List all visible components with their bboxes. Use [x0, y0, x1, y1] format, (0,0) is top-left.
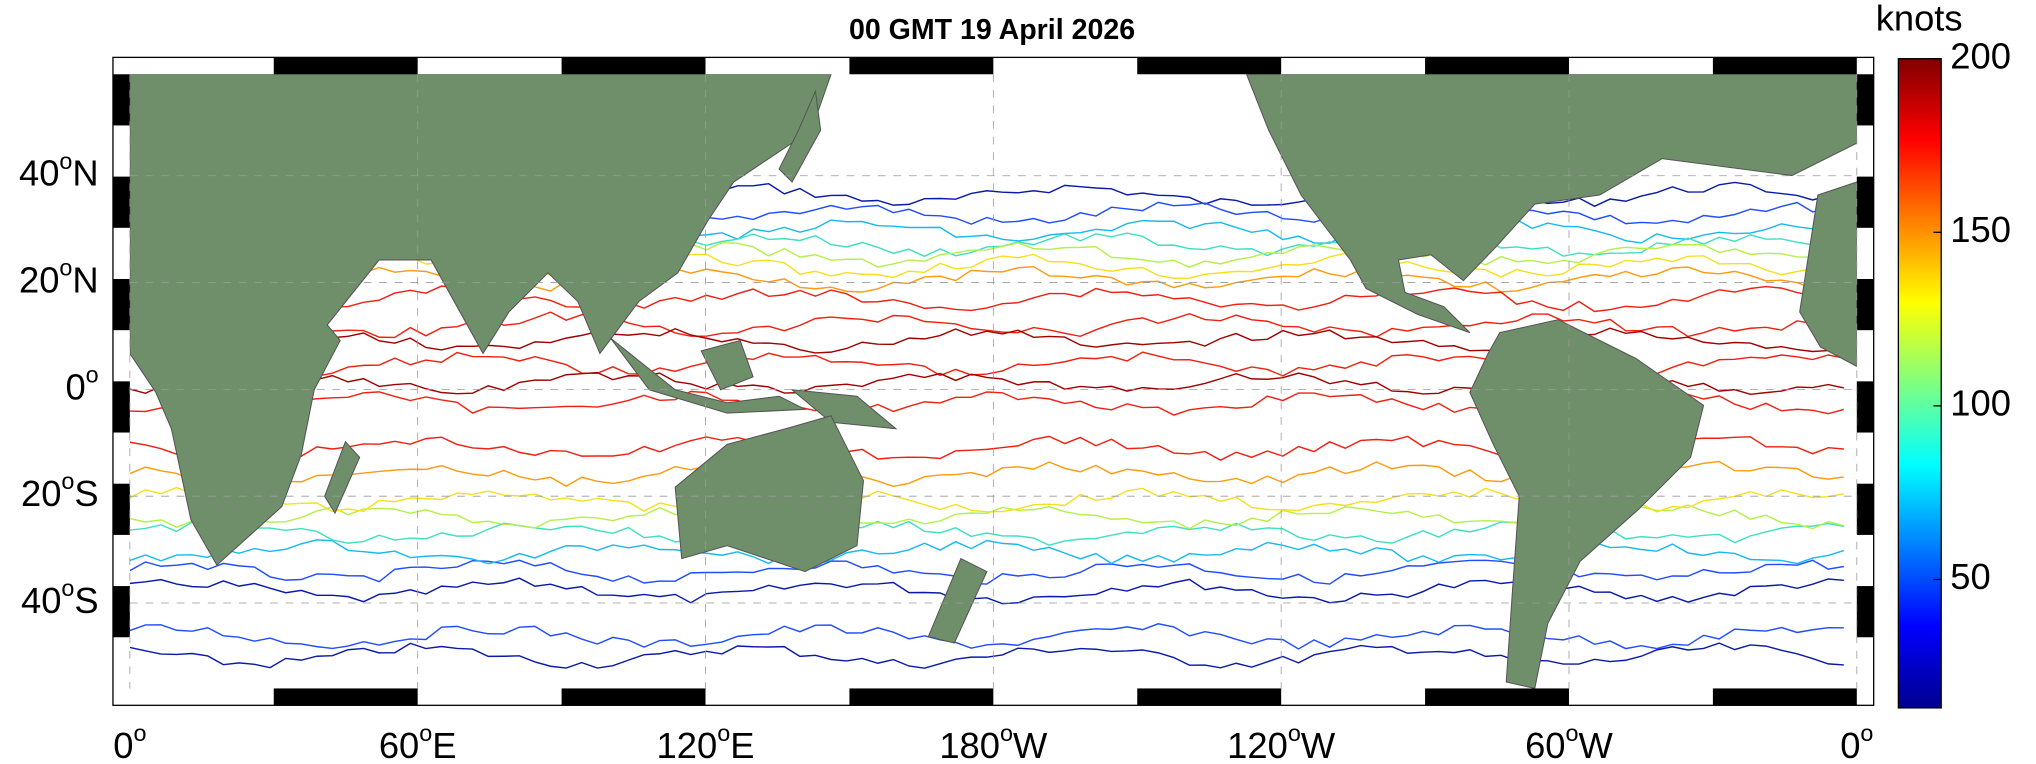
degree-mark: o	[1860, 720, 1873, 746]
degree-mark: o	[61, 575, 74, 601]
hemisphere: W	[1013, 725, 1048, 764]
tick-number: 20	[19, 259, 59, 300]
frame-segment	[112, 176, 130, 228]
tick-number: 180	[939, 725, 1000, 764]
colorbar	[1897, 58, 1942, 709]
frame-segment	[112, 381, 130, 433]
degree-mark: o	[59, 255, 72, 281]
tick-number: 40	[19, 152, 59, 193]
map-title: 00 GMT 19 April 2026	[849, 14, 1135, 46]
hemisphere: S	[74, 580, 98, 621]
contour-line	[129, 285, 1845, 313]
africa-west	[1799, 181, 1857, 368]
degree-mark: o	[1566, 720, 1579, 746]
australia	[674, 415, 865, 573]
hemisphere: N	[72, 152, 98, 193]
tick-number: 60	[379, 725, 419, 764]
japan	[778, 89, 822, 183]
frame-segment	[561, 688, 706, 706]
tick-number: 0	[1840, 725, 1860, 764]
tick-label: 40oN	[19, 148, 99, 193]
tick-number: 0	[65, 366, 85, 407]
degree-mark: o	[419, 720, 432, 746]
degree-mark: o	[1288, 720, 1301, 746]
new-zealand	[927, 557, 988, 644]
frame-segment	[1856, 176, 1874, 228]
frame-segment	[1712, 688, 1857, 706]
colorbar-tick-label: 200	[1950, 35, 2011, 76]
hemisphere: N	[72, 259, 98, 300]
frame-segment	[1856, 483, 1874, 535]
north-america	[1245, 74, 1857, 334]
frame-segment	[112, 74, 130, 126]
frame-segment	[1425, 688, 1569, 706]
map-frame	[112, 56, 1875, 706]
land	[129, 74, 1857, 689]
contour-line	[129, 311, 1844, 339]
frame-segment	[1137, 57, 1282, 75]
borneo	[700, 339, 754, 391]
tick-label: 0o	[65, 362, 98, 407]
contour-line	[129, 623, 1844, 650]
degree-mark: o	[1000, 720, 1013, 746]
frame-segment	[849, 688, 994, 706]
tick-label: 0o	[1840, 720, 1873, 764]
frame-segment	[1425, 57, 1569, 75]
tick-label: 20oN	[19, 255, 99, 300]
degree-mark: o	[61, 468, 74, 494]
degree-mark: o	[59, 148, 72, 174]
eurasia-africa	[129, 74, 832, 566]
frame-segment	[1856, 586, 1874, 638]
tick-label: 120oE	[657, 720, 755, 764]
degree-mark: o	[133, 720, 146, 746]
tick-label: 20oS	[21, 468, 99, 513]
frame-segment	[1856, 278, 1874, 331]
frame-segment	[112, 586, 130, 638]
frame-segment	[273, 57, 418, 75]
tick-label: 40oS	[21, 575, 99, 620]
tick-label: 60oW	[1525, 720, 1613, 764]
tick-number: 40	[21, 580, 61, 621]
frame-segment	[1856, 381, 1874, 433]
frame-segment	[1137, 688, 1282, 706]
hemisphere: E	[432, 725, 456, 764]
south-america	[1469, 319, 1705, 689]
frame-segment	[561, 57, 706, 75]
tick-number: 120	[1227, 725, 1288, 764]
degree-mark: o	[717, 720, 730, 746]
frame-segment	[1856, 74, 1874, 126]
madagascar	[324, 440, 361, 515]
contour-line	[129, 642, 1844, 669]
tick-number: 20	[21, 473, 61, 514]
tick-label: 120oW	[1227, 720, 1336, 764]
indonesia	[609, 337, 808, 414]
hemisphere: E	[730, 725, 754, 764]
frame-segment	[1712, 57, 1857, 75]
contour-line	[129, 265, 1844, 293]
tick-number: 60	[1525, 725, 1565, 764]
colorbar-tick-label: 100	[1950, 382, 2011, 423]
tick-label: 180oW	[939, 720, 1048, 764]
colorbar-label: knots	[1876, 0, 1963, 39]
colorbar-tick-label: 50	[1950, 556, 1990, 597]
frame-segment	[849, 57, 994, 75]
hemisphere: W	[1301, 725, 1336, 764]
tick-label: 60oE	[379, 720, 457, 764]
tick-label: 0o	[113, 720, 146, 764]
hemisphere: S	[74, 473, 98, 514]
frame-segment	[112, 483, 130, 535]
new-guinea	[790, 389, 898, 430]
hemisphere: W	[1579, 725, 1614, 764]
colorbar-tick-label: 150	[1950, 209, 2011, 250]
frame-segment	[112, 278, 130, 331]
degree-mark: o	[86, 362, 99, 388]
frame-segment	[273, 688, 418, 706]
tick-number: 0	[113, 725, 133, 764]
tick-number: 120	[657, 725, 718, 764]
